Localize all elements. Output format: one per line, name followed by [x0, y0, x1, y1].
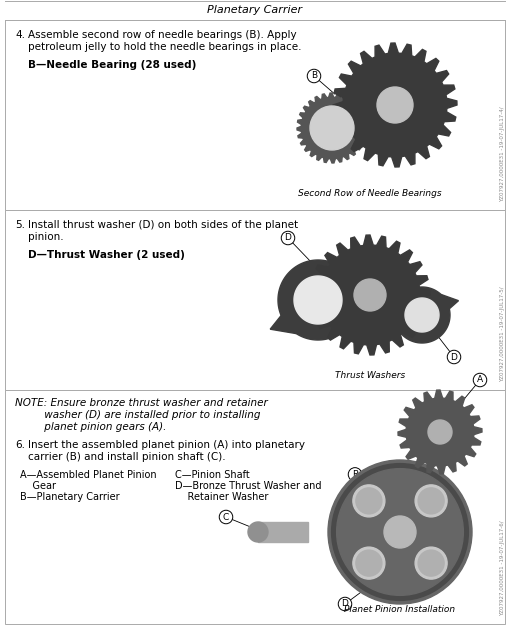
Circle shape	[376, 87, 412, 123]
Circle shape	[383, 516, 415, 548]
Circle shape	[336, 469, 463, 595]
Polygon shape	[332, 43, 456, 167]
Text: Thrust Washers: Thrust Washers	[334, 371, 404, 380]
Circle shape	[309, 106, 353, 150]
Text: washer (D) are installed prior to installing: washer (D) are installed prior to instal…	[15, 410, 260, 420]
Text: D: D	[341, 600, 348, 608]
Text: Planet Pinion Installation: Planet Pinion Installation	[344, 605, 455, 614]
Text: Planetary Carrier: Planetary Carrier	[207, 5, 302, 15]
Text: D—Bronze Thrust Washer and: D—Bronze Thrust Washer and	[175, 481, 321, 491]
Text: NOTE: Ensure bronze thrust washer and retainer: NOTE: Ensure bronze thrust washer and re…	[15, 398, 267, 408]
Text: 6.: 6.	[15, 440, 25, 450]
Polygon shape	[309, 235, 429, 355]
Text: D—Thrust Washer (2 used): D—Thrust Washer (2 used)	[28, 250, 185, 260]
Text: petroleum jelly to hold the needle bearings in place.: petroleum jelly to hold the needle beari…	[28, 42, 301, 52]
Polygon shape	[293, 276, 342, 324]
Text: YZ07927,0000E31 -19-07-JUL17-6/: YZ07927,0000E31 -19-07-JUL17-6/	[499, 520, 504, 616]
Circle shape	[417, 488, 443, 514]
Text: Assemble second row of needle bearings (B). Apply: Assemble second row of needle bearings (…	[28, 30, 296, 40]
Text: C—Pinion Shaft: C—Pinion Shaft	[175, 470, 249, 480]
Text: C: C	[222, 513, 229, 521]
Polygon shape	[277, 260, 357, 340]
Circle shape	[352, 485, 384, 517]
Text: Retainer Washer: Retainer Washer	[175, 492, 268, 502]
Bar	[5, 210, 504, 390]
Text: B: B	[310, 71, 317, 81]
Bar	[5, 20, 504, 210]
Circle shape	[327, 460, 471, 604]
Bar	[258, 522, 307, 542]
Text: planet pinion gears (A).: planet pinion gears (A).	[15, 422, 166, 432]
Text: B—Planetary Carrier: B—Planetary Carrier	[20, 492, 120, 502]
Text: A: A	[476, 376, 482, 384]
Circle shape	[355, 550, 381, 576]
Text: D: D	[449, 352, 457, 361]
Text: D: D	[284, 233, 291, 242]
Circle shape	[414, 485, 446, 517]
Circle shape	[353, 279, 385, 311]
Polygon shape	[440, 294, 458, 309]
Text: 5.: 5.	[15, 220, 25, 230]
Circle shape	[414, 547, 446, 579]
Text: Second Row of Needle Bearings: Second Row of Needle Bearings	[298, 189, 441, 198]
Text: Install thrust washer (D) on both sides of the planet: Install thrust washer (D) on both sides …	[28, 220, 298, 230]
Circle shape	[247, 522, 267, 542]
Polygon shape	[296, 93, 366, 163]
Text: Insert the assembled planet pinion (A) into planetary: Insert the assembled planet pinion (A) i…	[28, 440, 304, 450]
Text: Gear: Gear	[20, 481, 56, 491]
Text: YZ07927,0000E31 -19-07-JUL17-4/: YZ07927,0000E31 -19-07-JUL17-4/	[499, 106, 504, 202]
Text: B—Needle Bearing (28 used): B—Needle Bearing (28 used)	[28, 60, 196, 70]
Text: A—Assembled Planet Pinion: A—Assembled Planet Pinion	[20, 470, 156, 480]
Text: YZ07927,0000E31 -19-07-JUL17-5/: YZ07927,0000E31 -19-07-JUL17-5/	[499, 286, 504, 382]
Polygon shape	[397, 390, 481, 474]
Circle shape	[331, 464, 467, 600]
Text: B: B	[351, 470, 357, 479]
Text: 4.: 4.	[15, 30, 25, 40]
Circle shape	[417, 550, 443, 576]
Circle shape	[427, 420, 451, 444]
Circle shape	[352, 547, 384, 579]
Polygon shape	[404, 298, 438, 332]
Circle shape	[355, 488, 381, 514]
Text: carrier (B) and install pinion shaft (C).: carrier (B) and install pinion shaft (C)…	[28, 452, 225, 462]
Polygon shape	[270, 316, 296, 334]
Polygon shape	[393, 287, 449, 343]
Text: pinion.: pinion.	[28, 232, 64, 242]
Bar	[5, 390, 504, 624]
